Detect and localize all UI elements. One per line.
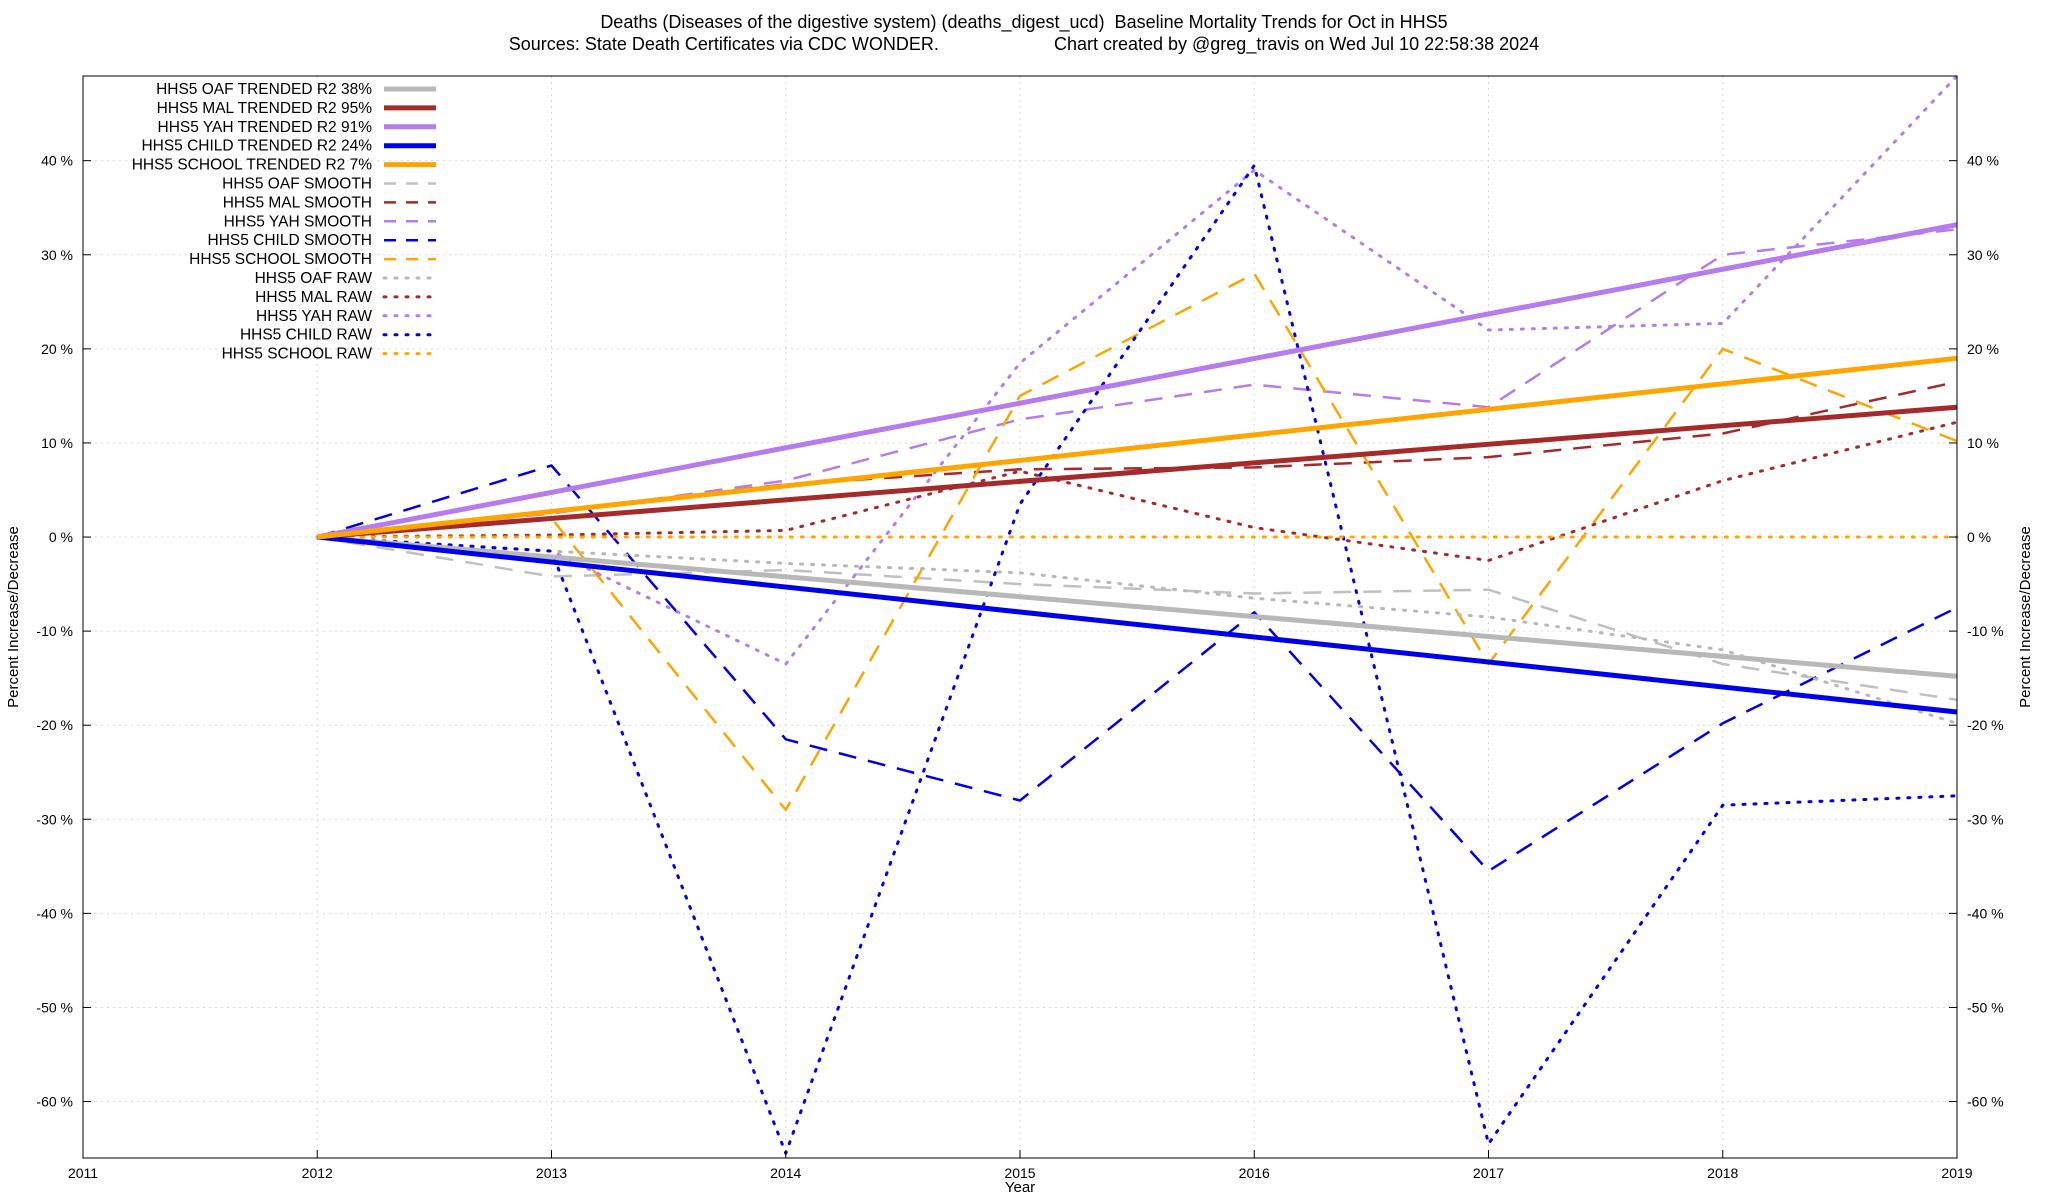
series-line-hhs5-mal-smooth xyxy=(317,380,1958,539)
y-tick-label-left: -60 % xyxy=(36,1094,73,1110)
series-line-hhs5-child-smooth xyxy=(316,464,1958,873)
series-lines xyxy=(315,74,1959,1155)
x-tick-label: 2019 xyxy=(1941,1165,1972,1181)
legend-label-hhs5-mal-raw: HHS5 MAL RAW xyxy=(255,289,372,306)
y-tick-label-left: -20 % xyxy=(36,717,73,733)
legend-label-hhs5-mal-smooth: HHS5 MAL SMOOTH xyxy=(223,194,372,211)
y-tick-label-right: -50 % xyxy=(1967,999,2004,1015)
legend-label-hhs5-oaf-trended-r2-38: HHS5 OAF TRENDED R2 38% xyxy=(156,81,372,98)
legend-label-hhs5-oaf-raw: HHS5 OAF RAW xyxy=(255,270,373,287)
chart-subtitle-sources: Sources: State Death Certificates via CD… xyxy=(508,34,939,54)
series-line-hhs5-mal-trended-r2-95 xyxy=(317,404,1958,540)
chart-subtitle-credit: Chart created by @greg_travis on Wed Jul… xyxy=(1053,34,1540,54)
series-line-hhs5-oaf-trended-r2-38 xyxy=(317,534,1958,679)
y-tick-label-left: 0 % xyxy=(49,529,73,545)
legend-label-hhs5-school-smooth: HHS5 SCHOOL SMOOTH xyxy=(189,251,372,268)
legend-label-hhs5-child-smooth: HHS5 CHILD SMOOTH xyxy=(208,232,373,249)
y-tick-label-left: 40 % xyxy=(41,153,73,169)
legend-label-hhs5-child-raw: HHS5 CHILD RAW xyxy=(240,327,372,344)
x-axis-label: Year xyxy=(1005,1179,1035,1196)
y-tick-label-right: -20 % xyxy=(1967,717,2004,733)
chart-title: Deaths (Diseases of the digestive system… xyxy=(600,12,1448,32)
legend-label-hhs5-school-trended-r2-7: HHS5 SCHOOL TRENDED R2 7% xyxy=(132,157,373,174)
legend-label-hhs5-school-raw: HHS5 SCHOOL RAW xyxy=(222,346,373,363)
chart-subtitle: Sources: State Death Certificates via CD… xyxy=(0,34,2048,54)
series-line-hhs5-yah-raw xyxy=(315,74,1959,666)
y-axis-label-right: Percent Increase/Decrease xyxy=(2017,526,2034,708)
x-tick-label: 2014 xyxy=(770,1165,801,1181)
y-tick-label-left: -10 % xyxy=(36,623,73,639)
series-line-hhs5-child-raw xyxy=(315,163,1959,1155)
y-tick-label-right: 20 % xyxy=(1967,341,1999,357)
y-axis-label-left: Percent Increase/Decrease xyxy=(5,526,22,708)
x-tick-label: 2016 xyxy=(1239,1165,1270,1181)
y-tick-label-left: 20 % xyxy=(41,341,73,357)
y-tick-label-left: -50 % xyxy=(36,999,73,1015)
legend-label-hhs5-yah-raw: HHS5 YAH RAW xyxy=(256,308,372,325)
legend-label-hhs5-yah-smooth: HHS5 YAH SMOOTH xyxy=(224,213,372,230)
y-tick-label-right: 40 % xyxy=(1967,153,1999,169)
legend-label-hhs5-mal-trended-r2-95: HHS5 MAL TRENDED R2 95% xyxy=(157,100,373,117)
y-tick-label-right: -30 % xyxy=(1967,811,2004,827)
x-tick-label: 2012 xyxy=(302,1165,333,1181)
x-tick-label: 2011 xyxy=(68,1165,98,1181)
y-tick-label-left: -30 % xyxy=(36,811,73,827)
y-tick-label-right: -10 % xyxy=(1967,623,2004,639)
series-line-hhs5-child-trended-r2-24 xyxy=(317,534,1958,715)
series-line-hhs5-oaf-raw xyxy=(315,535,1959,725)
y-tick-label-left: 30 % xyxy=(41,247,73,263)
x-tick-label: 2015 xyxy=(1004,1165,1035,1181)
series-line-hhs5-school-smooth xyxy=(317,272,1958,812)
y-tick-label-right: -60 % xyxy=(1967,1094,2004,1110)
legend-label-hhs5-oaf-smooth: HHS5 OAF SMOOTH xyxy=(222,176,372,193)
x-tick-label: 2018 xyxy=(1707,1165,1738,1181)
axes: 40 % 40 % 30 % 30 % 20 % 20 % 10 % 10 % 0 % 0 % -1… xyxy=(36,153,2003,1181)
y-tick-label-right: 10 % xyxy=(1967,435,1999,451)
series-line-hhs5-yah-trended-r2-91 xyxy=(316,222,1958,540)
x-tick-label: 2017 xyxy=(1473,1165,1504,1181)
y-tick-label-right: 30 % xyxy=(1967,247,1999,263)
x-tick-label: 2013 xyxy=(536,1165,567,1181)
legend: HHS5 OAF TRENDED R2 38% HHS5 MAL TRENDED … xyxy=(132,81,438,363)
y-tick-label-left: -40 % xyxy=(36,905,73,921)
series-line-hhs5-school-trended-r2-7 xyxy=(317,355,1958,540)
y-tick-label-left: 10 % xyxy=(41,435,73,451)
legend-label-hhs5-child-trended-r2-24: HHS5 CHILD TRENDED R2 24% xyxy=(141,138,372,155)
y-tick-label-right: 0 % xyxy=(1967,529,1991,545)
y-tick-label-right: -40 % xyxy=(1967,905,2004,921)
legend-label-hhs5-yah-trended-r2-91: HHS5 YAH TRENDED R2 91% xyxy=(158,119,373,136)
